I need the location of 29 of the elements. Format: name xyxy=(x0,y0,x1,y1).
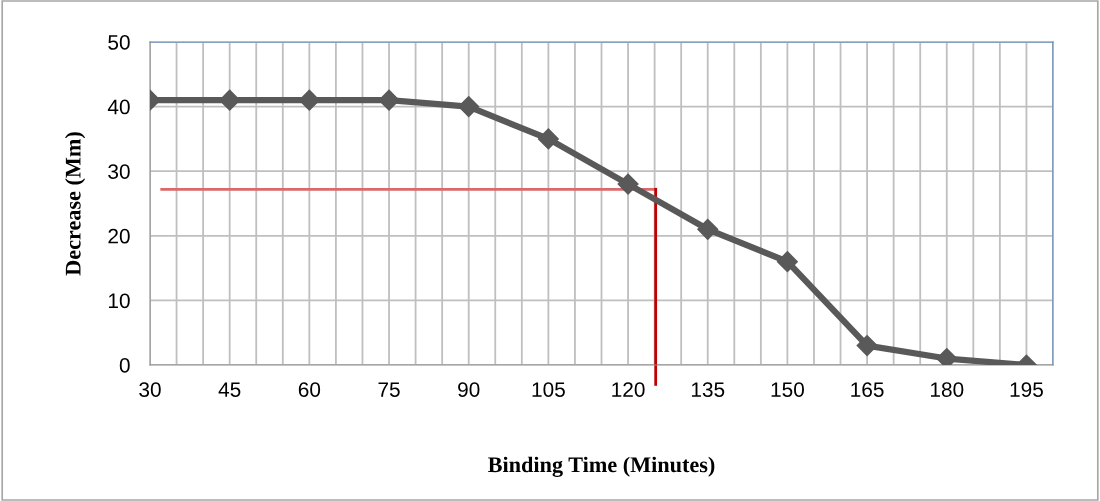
x-tick-label: 75 xyxy=(378,382,400,397)
y-axis-title: Decrease (Mm) xyxy=(65,132,86,276)
point xyxy=(856,335,878,357)
x-tick-label: 105 xyxy=(532,382,565,397)
x-tick-label: 30 xyxy=(139,382,161,397)
x-tick-label: 45 xyxy=(218,382,241,397)
x-tick-label: 60 xyxy=(298,382,321,397)
y-tick-label: 40 xyxy=(107,99,130,115)
y-tick-label: 10 xyxy=(108,293,130,309)
point xyxy=(378,89,400,111)
point xyxy=(537,128,559,150)
x-axis-title: Binding Time (Minutes) xyxy=(488,456,715,477)
x-tick-label: 195 xyxy=(1010,382,1043,397)
point xyxy=(776,251,798,273)
point xyxy=(458,96,480,118)
x-tick-label: 165 xyxy=(851,382,884,397)
x-tick-label: 180 xyxy=(930,382,964,397)
x-tick-label: 120 xyxy=(612,382,645,397)
y-tick-label: 20 xyxy=(108,228,130,244)
x-tick-label: 90 xyxy=(458,382,480,397)
point xyxy=(617,173,639,195)
y-tick-label: 0 xyxy=(119,358,130,373)
point xyxy=(298,89,320,111)
point xyxy=(697,218,719,240)
x-tick-label: 150 xyxy=(771,382,804,397)
x-tick-label: 135 xyxy=(691,382,725,397)
point xyxy=(219,89,241,111)
y-tick-label: 30 xyxy=(108,164,130,179)
y-tick-label: 50 xyxy=(108,35,130,50)
